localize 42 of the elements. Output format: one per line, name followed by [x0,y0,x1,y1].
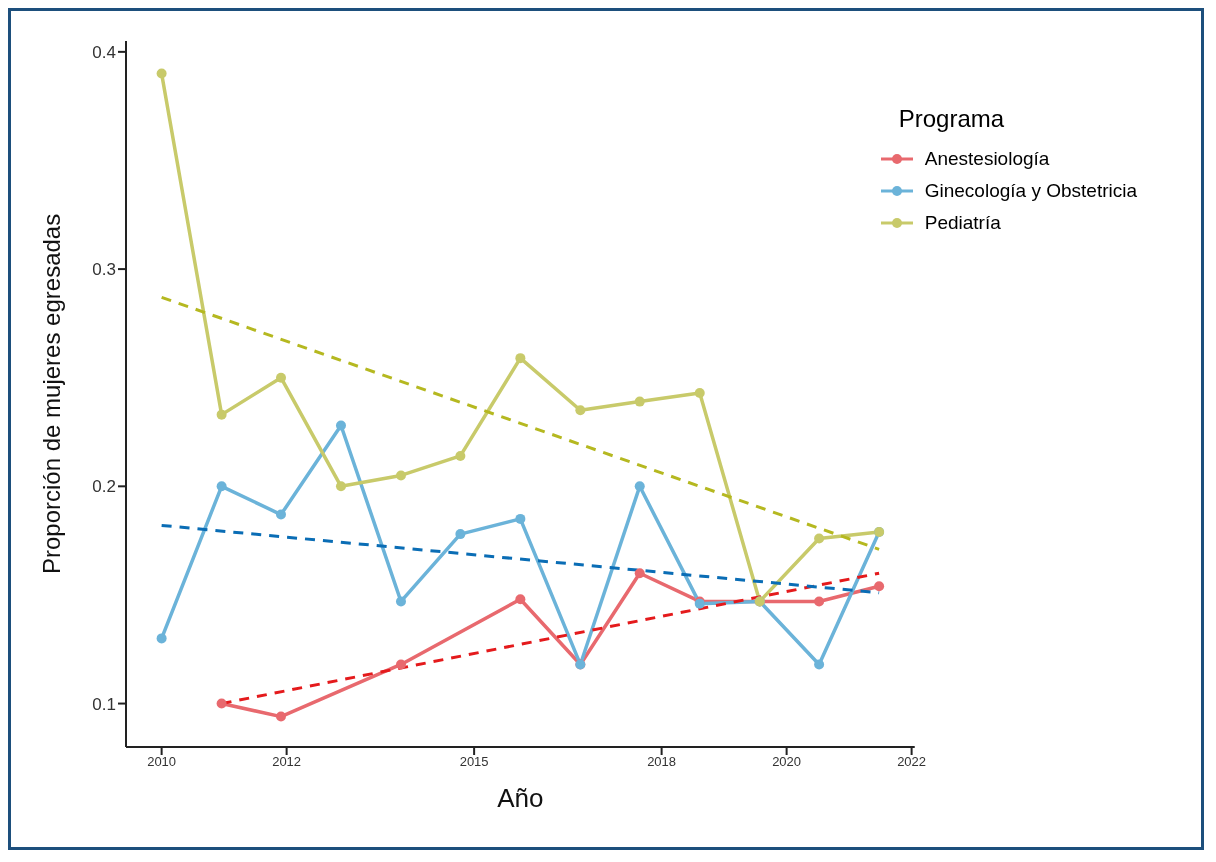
x-tick-label: 2012 [272,754,302,770]
point [455,450,466,461]
y-tick-label: 0.1 [92,694,116,714]
point [634,568,645,579]
point [694,387,705,398]
point [396,470,406,481]
legend-label: Anestesiología [924,148,1050,170]
point [396,659,406,670]
point [276,509,286,520]
point [216,698,227,709]
x-tick-label: 2022 [897,754,927,770]
y-tick-label: 0.2 [92,477,116,497]
point [156,68,167,79]
point [156,633,167,644]
point [515,513,526,524]
point [515,353,526,364]
point [336,481,346,492]
point [634,396,645,407]
point [276,711,286,722]
x-tick-label: 2015 [459,754,489,770]
point [814,533,825,544]
legend-label: Pediatría [924,212,1001,234]
x-tick-label: 2018 [647,754,677,770]
y-axis-title: Proporción de mujeres egresadas [37,213,65,574]
point [336,420,346,431]
x-axis-title: Año [497,783,544,813]
x-tick-label: 2010 [147,754,177,770]
legend-title: Programa [898,105,1006,133]
point [814,659,825,670]
y-tick-label: 0.3 [92,260,116,280]
point [575,405,586,416]
point [216,481,227,492]
x-tick-label: 2020 [772,754,802,770]
legend-label: Ginecología y Obstetricia [924,180,1137,202]
point [515,594,526,605]
point [276,372,286,383]
point [216,409,227,420]
point [455,529,466,540]
y-tick-label: 0.4 [92,42,116,62]
point [396,596,406,607]
point [874,581,885,592]
point [814,596,825,607]
